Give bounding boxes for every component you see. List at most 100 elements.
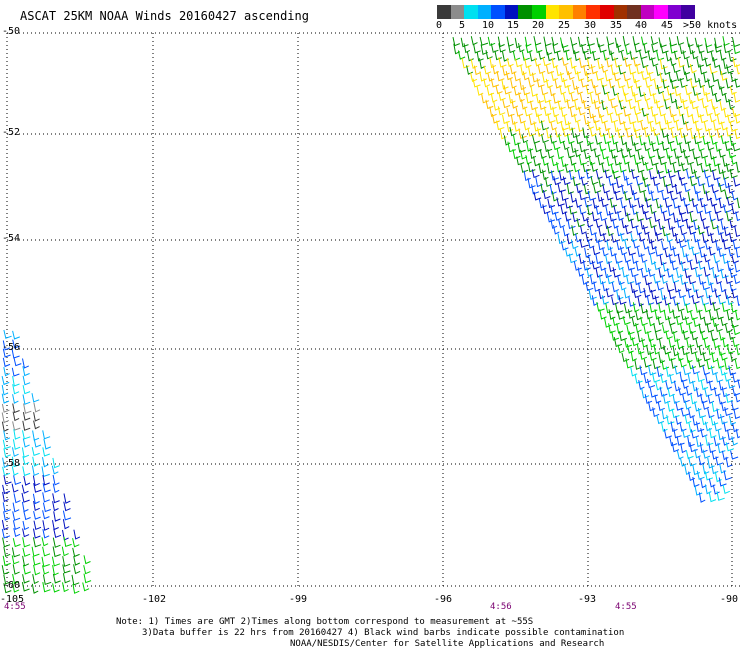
wind-barb <box>729 232 737 243</box>
wind-barb <box>682 379 689 389</box>
wind-barb <box>681 114 689 125</box>
wind-barb <box>72 583 80 594</box>
colorbar-swatch <box>599 5 614 19</box>
wind-barb <box>690 163 698 175</box>
wind-barb <box>672 296 680 306</box>
wind-barb <box>660 421 668 432</box>
wind-barb <box>513 86 522 96</box>
wind-barb <box>543 36 552 47</box>
wind-barb <box>650 289 660 300</box>
wind-barb <box>642 225 650 235</box>
wind-barb <box>33 420 40 430</box>
wind-barb <box>669 42 678 54</box>
wind-barb <box>633 142 642 152</box>
wind-barb <box>676 36 685 46</box>
note-line-2: 3)Data buffer is 22 hrs from 20160427 4)… <box>142 628 625 638</box>
wind-barb <box>575 134 584 145</box>
scale-label-35: 35 <box>610 20 623 31</box>
wind-barb <box>654 394 662 404</box>
wind-barb <box>22 385 31 395</box>
wind-barb <box>496 70 505 82</box>
colorbar-swatch <box>545 5 560 19</box>
wind-barb <box>22 564 31 575</box>
wind-barb <box>649 121 657 132</box>
wind-barb <box>633 288 642 298</box>
wind-barb <box>31 583 39 594</box>
wind-barb <box>682 393 690 403</box>
wind-barb <box>616 289 624 300</box>
wind-barb <box>735 211 740 222</box>
wind-barb <box>631 169 640 179</box>
wind-barb <box>727 183 735 194</box>
wind-barb <box>569 170 576 181</box>
wind-barb <box>3 546 11 558</box>
wind-barb <box>677 57 685 68</box>
wind-barb <box>601 281 610 292</box>
wind-barb <box>568 253 577 264</box>
wind-barb <box>697 176 706 187</box>
wind-barb <box>569 107 577 118</box>
scale-label-10: 10 <box>482 20 495 31</box>
wind-barb <box>638 282 646 294</box>
wind-barb <box>43 438 51 450</box>
wind-barb <box>707 457 715 469</box>
wind-barb <box>694 37 703 48</box>
wind-barb <box>560 106 568 118</box>
wind-barb <box>671 226 679 237</box>
wind-barb <box>723 43 732 54</box>
wind-barb <box>704 240 712 250</box>
wind-barb <box>716 491 725 501</box>
wind-barb <box>723 421 731 432</box>
wind-barb <box>503 85 512 95</box>
wind-barb <box>632 190 640 201</box>
wind-barb <box>599 142 607 152</box>
wind-barb <box>730 71 738 82</box>
wind-barb <box>641 71 650 81</box>
wind-barb <box>529 148 537 160</box>
wind-barb <box>734 78 740 88</box>
wind-barb <box>680 261 689 272</box>
wind-barb <box>724 372 732 382</box>
wind-barb <box>714 274 722 285</box>
wind-barb <box>677 170 686 181</box>
wind-barb <box>490 92 498 103</box>
wind-barb <box>643 92 651 102</box>
wind-barb <box>555 65 564 77</box>
wind-barb <box>696 190 704 202</box>
wind-barb <box>714 288 722 298</box>
wind-barb <box>713 191 722 201</box>
wind-barb <box>523 121 531 131</box>
wind-barb <box>32 537 42 548</box>
wind-barb <box>702 449 711 459</box>
wind-barb <box>558 219 566 229</box>
wind-barb <box>1 375 10 386</box>
wind-barb <box>697 44 705 54</box>
wind-barb <box>717 442 726 454</box>
wind-barb <box>21 492 30 503</box>
wind-barb <box>502 98 511 109</box>
wind-barb <box>736 197 740 209</box>
wind-barb <box>587 120 595 130</box>
wind-barb <box>667 205 675 217</box>
note-line-3: NOAA/NESDIS/Center for Satellite Applica… <box>290 639 605 649</box>
wind-barb <box>22 375 31 386</box>
wind-barb <box>710 51 718 62</box>
wind-barb <box>33 412 40 422</box>
lat-label-56: -56 <box>2 342 21 353</box>
scale-label-20: 20 <box>532 20 545 31</box>
wind-barb <box>491 113 500 124</box>
wind-barb <box>687 239 695 250</box>
wind-barb <box>3 367 10 377</box>
wind-barb <box>23 475 31 486</box>
wind-barb <box>680 407 690 417</box>
wind-barb <box>602 183 611 194</box>
wind-barb <box>669 324 678 334</box>
wind-barb <box>498 57 507 68</box>
wind-barb <box>466 65 474 75</box>
wind-barb <box>682 50 690 60</box>
wind-barb <box>640 316 648 326</box>
wind-barb <box>699 114 709 124</box>
wind-barb <box>623 71 631 82</box>
wind-barb <box>583 65 592 76</box>
wind-barb <box>714 471 722 483</box>
